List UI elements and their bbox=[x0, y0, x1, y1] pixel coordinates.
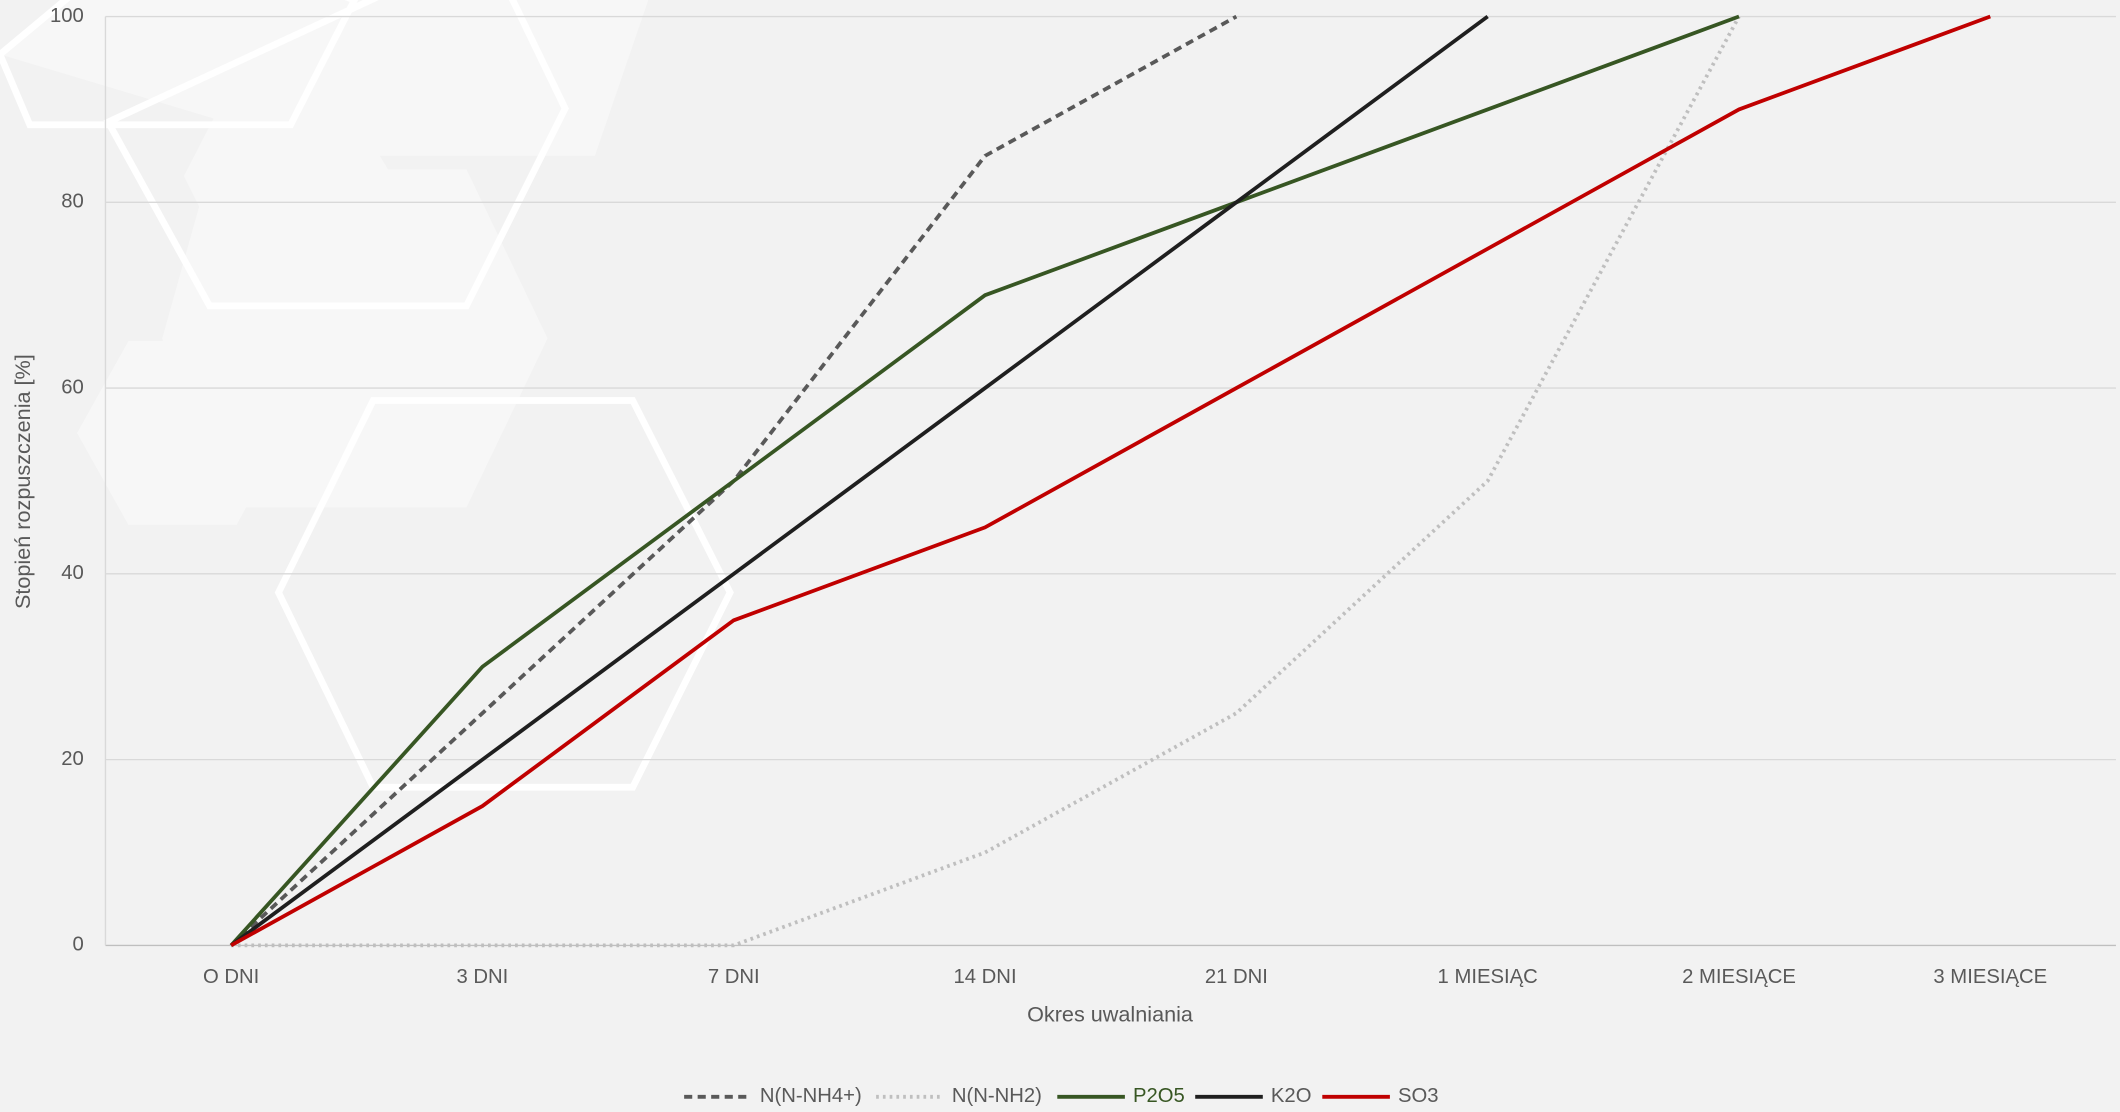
labels: 0 20 40 60 80 100 O DNI 3 DNI 7 DNI 14 DNI 21 DNI 1… bbox=[50, 5, 2047, 988]
x-tick-label: 7 DNI bbox=[708, 966, 760, 988]
decoration-outline bbox=[0, 0, 734, 791]
y-tick-label: 60 bbox=[61, 376, 84, 398]
legend-label: P2O5 bbox=[1133, 1085, 1185, 1107]
x-tick-label: 3 DNI bbox=[457, 966, 509, 988]
x-tick-label: 21 DNI bbox=[1205, 966, 1268, 988]
x-axis-label: Okres uwalniania bbox=[1027, 1001, 1194, 1026]
y-tick-label: 80 bbox=[61, 191, 84, 213]
y-tick-label: 100 bbox=[50, 5, 84, 27]
x-tick-label: 3 MIESIĄCE bbox=[1933, 966, 2047, 988]
x-tick-label: 14 DNI bbox=[954, 966, 1017, 988]
x-tick-label: 1 MIESIĄC bbox=[1438, 966, 1538, 988]
y-tick-label: 0 bbox=[73, 934, 84, 956]
series-line bbox=[229, 14, 1740, 947]
series-line bbox=[230, 14, 1991, 948]
y-tick-label: 20 bbox=[61, 748, 84, 770]
legend-label: N(N-NH4+) bbox=[760, 1085, 862, 1107]
legend-label: SO3 bbox=[1398, 1085, 1439, 1107]
decoration bbox=[0, 0, 649, 525]
grid bbox=[104, 15, 2116, 947]
legend: N(N-NH4+) N(N-NH2) P2O5 K2O SO3 bbox=[684, 1085, 1439, 1107]
x-tick-label: O DNI bbox=[203, 966, 259, 988]
series-line bbox=[229, 14, 1238, 947]
series-line bbox=[229, 15, 1489, 947]
y-axis-label: Stopień rozpuszczenia [%] bbox=[10, 354, 35, 609]
series-line bbox=[231, 15, 1741, 948]
y-tick-label: 40 bbox=[61, 562, 84, 584]
legend-label: K2O bbox=[1271, 1085, 1312, 1107]
lines bbox=[229, 14, 1991, 948]
x-tick-label: 2 MIESIĄCE bbox=[1682, 966, 1796, 988]
legend-label: N(N-NH2) bbox=[952, 1085, 1042, 1107]
